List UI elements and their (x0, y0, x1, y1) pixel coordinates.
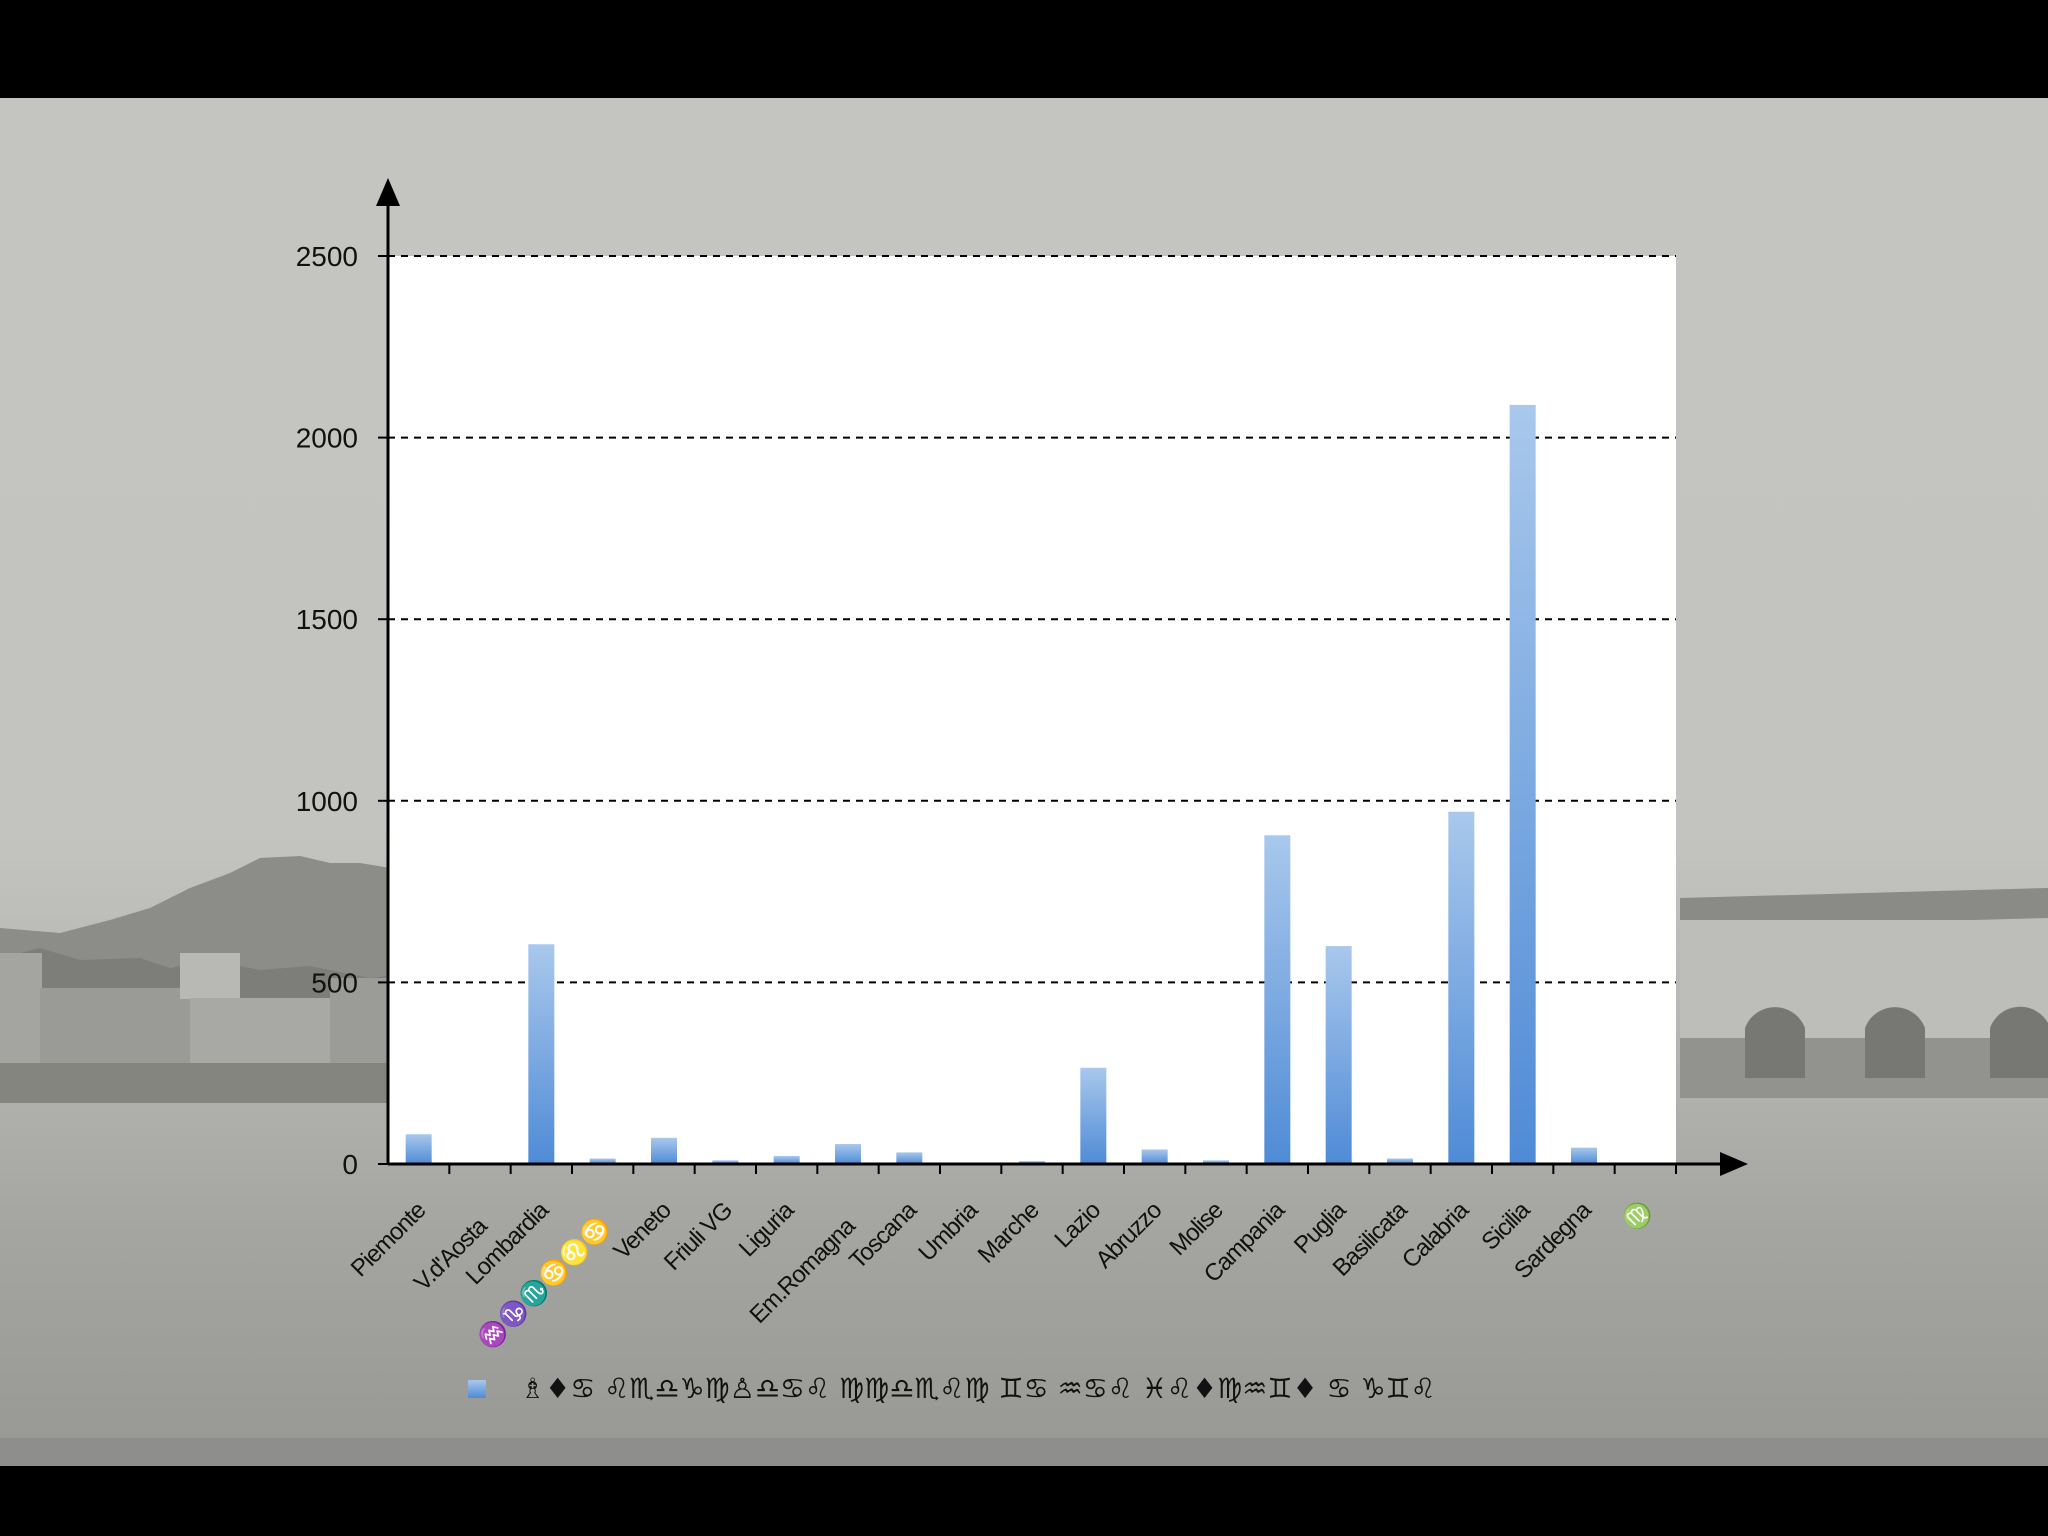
x-tick-label: Marche (973, 1197, 1045, 1269)
axes (376, 178, 1748, 1176)
bar (896, 1152, 923, 1164)
x-tick-label: Calabria (1397, 1196, 1475, 1274)
x-tick-label: Umbria (913, 1196, 984, 1267)
bar (835, 1144, 861, 1164)
x-tick-label: Abruzzo (1091, 1197, 1168, 1274)
x-ticks (448, 1164, 1677, 1174)
x-tick-label: ♍ (1617, 1196, 1657, 1236)
legend: ♗♦♋ ♌♏♎♑♍♙♎♋♌ ♍♍♎♏♌♍ ♊♋ ♒♋♌ ♓♌♦♍♒♊♦ ♋ ♑♊… (468, 1372, 1436, 1405)
bottom-band (0, 1438, 2048, 1466)
y-tick-label: 1000 (296, 786, 358, 817)
gridlines (378, 255, 1676, 1165)
bar (1571, 1147, 1597, 1164)
bars (405, 404, 1597, 1164)
bar (712, 1160, 739, 1164)
x-tick-labels: PiemonteV.d'AostaLombardia♒♑♏♋♌♋VenetoFr… (346, 1196, 1658, 1355)
bar (589, 1158, 616, 1164)
background-scenery (0, 856, 2048, 1103)
y-tick-label: 1500 (296, 604, 358, 635)
x-tick-label: Friuli VG (659, 1197, 738, 1276)
legend-swatch (468, 1380, 486, 1398)
plot-area (388, 256, 1676, 1164)
bar (1203, 1160, 1229, 1164)
bar (1509, 404, 1536, 1164)
x-tick-label: ♒♑♏♋♌♋ (473, 1212, 615, 1354)
bar (405, 1134, 432, 1164)
bar (651, 1137, 677, 1164)
y-tick-label: 2500 (296, 241, 358, 272)
y-axis-arrow (376, 178, 400, 206)
x-tick-label: Liguria (734, 1196, 800, 1262)
bar (773, 1156, 800, 1164)
y-tick-labels: 0 500 1000 1500 2000 2500 (296, 241, 358, 1180)
bar (528, 944, 555, 1164)
bar (1080, 1067, 1107, 1164)
y-tick-label: 2000 (296, 423, 358, 454)
y-tick-label: 0 (342, 1149, 358, 1180)
bar (1264, 835, 1291, 1164)
legend-label: ♗♦♋ ♌♏♎♑♍♙♎♋♌ ♍♍♎♏♌♍ ♊♋ ♒♋♌ ♓♌♦♍♒♊♦ ♋ ♑♊… (520, 1372, 1436, 1405)
bar (1325, 946, 1352, 1164)
bar (1387, 1158, 1413, 1164)
y-tick-label: 500 (311, 967, 358, 998)
bar (1448, 811, 1475, 1164)
x-axis-arrow (1720, 1152, 1748, 1176)
bar (1141, 1149, 1168, 1164)
x-tick-label: Lazio (1049, 1197, 1106, 1254)
